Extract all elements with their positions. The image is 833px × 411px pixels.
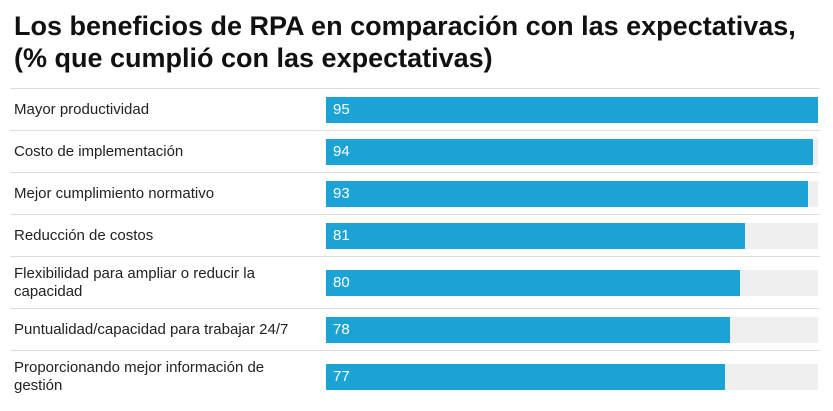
bar-value-label: 81 xyxy=(333,227,350,244)
bar xyxy=(326,364,725,390)
row-separator xyxy=(10,308,820,309)
category-label: Flexibilidad para ampliar o reducir la c… xyxy=(14,265,255,300)
bar xyxy=(326,139,813,165)
bar xyxy=(326,181,808,207)
row-separator xyxy=(10,214,820,215)
bar-value-label: 80 xyxy=(333,274,350,291)
row-separator xyxy=(10,88,820,89)
bar-value-label: 94 xyxy=(333,143,350,160)
category-label: Costo de implementación xyxy=(14,143,184,160)
row-separator xyxy=(10,172,820,173)
bar xyxy=(326,223,745,249)
category-label: Mejor cumplimiento normativo xyxy=(14,185,215,202)
bar-value-label: 93 xyxy=(333,185,350,202)
category-label: Reducción de costos xyxy=(14,227,154,244)
category-label: Puntualidad/capacidad para trabajar 24/7 xyxy=(14,321,289,338)
row-separator xyxy=(10,256,820,257)
category-label: Mayor productividad xyxy=(14,101,150,118)
bar-value-label: 77 xyxy=(333,368,350,385)
row-separator xyxy=(10,130,820,131)
chart-title: Los beneficios de RPA en comparación con… xyxy=(14,11,796,73)
bar xyxy=(326,97,818,123)
category-label: Proporcionando mejor información de gest… xyxy=(14,359,265,394)
bar-value-label: 78 xyxy=(333,321,350,338)
bar-value-label: 95 xyxy=(333,101,350,118)
bar xyxy=(326,317,730,343)
bar xyxy=(326,270,740,296)
row-separator xyxy=(10,350,820,351)
